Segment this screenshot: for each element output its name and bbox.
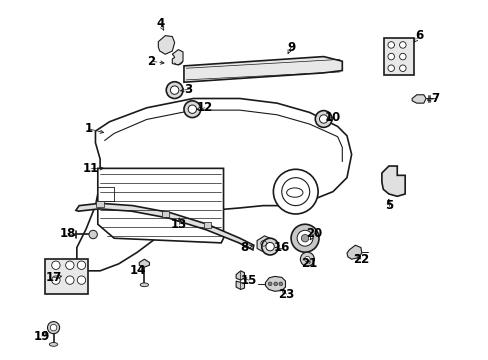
Circle shape — [304, 256, 309, 262]
Circle shape — [261, 238, 278, 255]
Circle shape — [188, 105, 196, 113]
Circle shape — [77, 261, 85, 269]
Text: 12: 12 — [196, 101, 213, 114]
Polygon shape — [411, 95, 425, 103]
Text: 22: 22 — [352, 253, 368, 266]
Polygon shape — [96, 201, 103, 207]
Text: 23: 23 — [278, 288, 294, 301]
Polygon shape — [98, 168, 223, 243]
Text: 11: 11 — [82, 162, 99, 175]
Circle shape — [77, 276, 85, 284]
Circle shape — [315, 111, 331, 127]
Text: 18: 18 — [59, 227, 76, 240]
Circle shape — [65, 276, 74, 284]
Text: 9: 9 — [286, 41, 295, 54]
Circle shape — [278, 282, 282, 286]
Text: 2: 2 — [147, 55, 155, 68]
Circle shape — [166, 82, 183, 99]
Polygon shape — [76, 203, 253, 250]
Polygon shape — [384, 38, 414, 75]
Circle shape — [65, 261, 74, 269]
Polygon shape — [236, 271, 244, 280]
Polygon shape — [381, 166, 405, 196]
Text: 10: 10 — [324, 111, 341, 123]
Circle shape — [183, 101, 200, 118]
Circle shape — [273, 282, 277, 286]
Text: 3: 3 — [184, 83, 192, 96]
Polygon shape — [265, 276, 285, 291]
Circle shape — [319, 115, 327, 123]
Ellipse shape — [140, 283, 148, 287]
Polygon shape — [346, 245, 361, 259]
Circle shape — [301, 234, 308, 242]
Polygon shape — [161, 211, 169, 217]
Circle shape — [387, 65, 394, 72]
Text: 15: 15 — [241, 274, 257, 287]
Circle shape — [399, 42, 405, 48]
Text: 14: 14 — [129, 264, 145, 277]
Circle shape — [387, 42, 394, 48]
Polygon shape — [172, 50, 183, 65]
Circle shape — [300, 252, 314, 266]
Ellipse shape — [286, 188, 303, 197]
Circle shape — [281, 178, 309, 206]
Text: 19: 19 — [34, 329, 50, 342]
Polygon shape — [158, 36, 174, 54]
Polygon shape — [203, 222, 210, 228]
Circle shape — [399, 65, 405, 72]
Circle shape — [273, 169, 317, 214]
Circle shape — [50, 324, 57, 331]
Text: 21: 21 — [301, 257, 317, 270]
Text: 20: 20 — [305, 227, 322, 240]
Circle shape — [268, 282, 271, 286]
Circle shape — [387, 53, 394, 60]
Text: 1: 1 — [84, 122, 92, 135]
Text: 16: 16 — [273, 241, 289, 254]
Circle shape — [52, 261, 60, 269]
Circle shape — [170, 86, 179, 94]
Ellipse shape — [49, 342, 58, 346]
Polygon shape — [236, 281, 244, 289]
Text: 5: 5 — [384, 199, 392, 212]
Circle shape — [399, 53, 405, 60]
Circle shape — [265, 242, 274, 251]
Polygon shape — [257, 236, 269, 251]
Polygon shape — [183, 57, 342, 82]
Polygon shape — [45, 259, 88, 294]
Text: 4: 4 — [156, 18, 164, 31]
Circle shape — [52, 276, 60, 284]
Circle shape — [47, 321, 60, 334]
Polygon shape — [77, 99, 351, 271]
Circle shape — [89, 230, 97, 239]
Circle shape — [290, 224, 318, 252]
Text: 13: 13 — [171, 218, 187, 231]
Circle shape — [297, 230, 312, 246]
Text: 6: 6 — [414, 29, 423, 42]
Text: 7: 7 — [430, 92, 439, 105]
Text: 17: 17 — [45, 271, 61, 284]
Polygon shape — [139, 259, 149, 267]
Text: 8: 8 — [240, 241, 248, 254]
